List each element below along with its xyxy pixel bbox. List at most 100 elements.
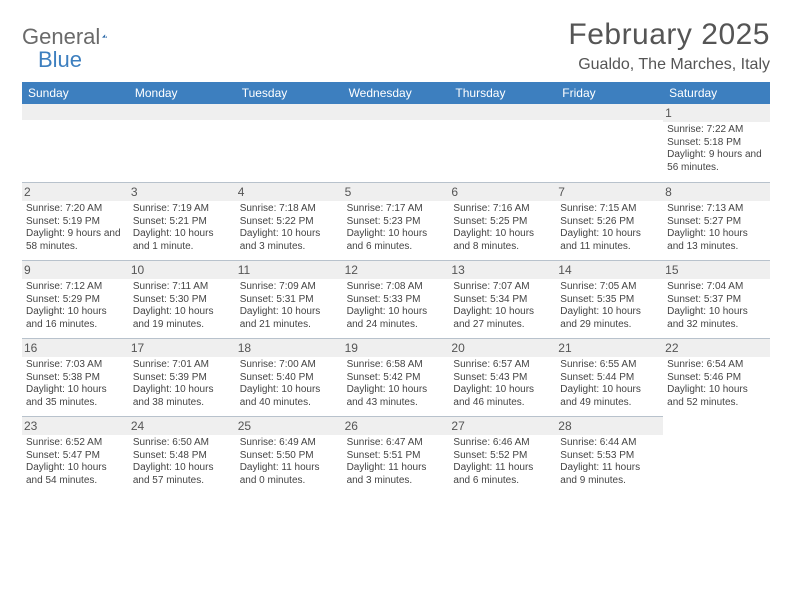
day-info: Sunrise: 7:19 AMSunset: 5:21 PMDaylight:…	[133, 203, 230, 253]
daylight: Daylight: 10 hours and 21 minutes.	[240, 306, 337, 331]
calendar-cell: 12Sunrise: 7:08 AMSunset: 5:33 PMDayligh…	[343, 260, 450, 338]
calendar-cell: 1Sunrise: 7:22 AMSunset: 5:18 PMDaylight…	[663, 104, 770, 182]
calendar-cell: 5Sunrise: 7:17 AMSunset: 5:23 PMDaylight…	[343, 182, 450, 260]
day-number: 10	[129, 261, 236, 279]
logo-text-2: Blue	[38, 47, 82, 73]
daylight: Daylight: 9 hours and 56 minutes.	[667, 149, 764, 174]
calendar-cell: 21Sunrise: 6:55 AMSunset: 5:44 PMDayligh…	[556, 338, 663, 416]
sunrise: Sunrise: 6:54 AM	[667, 359, 764, 372]
sunrise: Sunrise: 7:18 AM	[240, 203, 337, 216]
sunrise: Sunrise: 6:57 AM	[453, 359, 550, 372]
weekday-sunday: Sunday	[22, 82, 129, 104]
calendar-cell: 28Sunrise: 6:44 AMSunset: 5:53 PMDayligh…	[556, 416, 663, 494]
daylight: Daylight: 10 hours and 57 minutes.	[133, 462, 230, 487]
sunrise: Sunrise: 6:47 AM	[347, 437, 444, 450]
sunrise: Sunrise: 7:19 AM	[133, 203, 230, 216]
day-number: 28	[556, 417, 663, 435]
sunset: Sunset: 5:42 PM	[347, 372, 444, 385]
daylight: Daylight: 10 hours and 11 minutes.	[560, 228, 657, 253]
sunrise: Sunrise: 7:15 AM	[560, 203, 657, 216]
day-info: Sunrise: 6:54 AMSunset: 5:46 PMDaylight:…	[667, 359, 764, 409]
daylight: Daylight: 10 hours and 8 minutes.	[453, 228, 550, 253]
calendar-cell: 10Sunrise: 7:11 AMSunset: 5:30 PMDayligh…	[129, 260, 236, 338]
day-number	[556, 104, 663, 120]
calendar-cell	[663, 416, 770, 494]
day-number	[343, 104, 450, 120]
calendar-cell: 18Sunrise: 7:00 AMSunset: 5:40 PMDayligh…	[236, 338, 343, 416]
daylight: Daylight: 10 hours and 35 minutes.	[26, 384, 123, 409]
calendar-cell	[343, 104, 450, 182]
sunset: Sunset: 5:40 PM	[240, 372, 337, 385]
calendar-cell	[449, 104, 556, 182]
daylight: Daylight: 10 hours and 52 minutes.	[667, 384, 764, 409]
calendar-body: 1Sunrise: 7:22 AMSunset: 5:18 PMDaylight…	[22, 104, 770, 494]
sunrise: Sunrise: 7:22 AM	[667, 124, 764, 137]
sunrise: Sunrise: 7:11 AM	[133, 281, 230, 294]
calendar-cell: 24Sunrise: 6:50 AMSunset: 5:48 PMDayligh…	[129, 416, 236, 494]
day-number: 27	[449, 417, 556, 435]
daylight: Daylight: 10 hours and 24 minutes.	[347, 306, 444, 331]
daylight: Daylight: 10 hours and 16 minutes.	[26, 306, 123, 331]
sunrise: Sunrise: 6:49 AM	[240, 437, 337, 450]
day-info: Sunrise: 6:50 AMSunset: 5:48 PMDaylight:…	[133, 437, 230, 487]
day-info: Sunrise: 7:13 AMSunset: 5:27 PMDaylight:…	[667, 203, 764, 253]
day-info: Sunrise: 7:01 AMSunset: 5:39 PMDaylight:…	[133, 359, 230, 409]
sunset: Sunset: 5:35 PM	[560, 294, 657, 307]
sunset: Sunset: 5:48 PM	[133, 450, 230, 463]
sunrise: Sunrise: 7:00 AM	[240, 359, 337, 372]
sunrise: Sunrise: 7:17 AM	[347, 203, 444, 216]
day-info: Sunrise: 7:05 AMSunset: 5:35 PMDaylight:…	[560, 281, 657, 331]
calendar-cell: 7Sunrise: 7:15 AMSunset: 5:26 PMDaylight…	[556, 182, 663, 260]
calendar-cell: 11Sunrise: 7:09 AMSunset: 5:31 PMDayligh…	[236, 260, 343, 338]
sunrise: Sunrise: 7:09 AM	[240, 281, 337, 294]
sunset: Sunset: 5:50 PM	[240, 450, 337, 463]
sunrise: Sunrise: 7:07 AM	[453, 281, 550, 294]
sunset: Sunset: 5:29 PM	[26, 294, 123, 307]
calendar-cell: 20Sunrise: 6:57 AMSunset: 5:43 PMDayligh…	[449, 338, 556, 416]
weekday-monday: Monday	[129, 82, 236, 104]
day-number: 26	[343, 417, 450, 435]
day-number: 11	[236, 261, 343, 279]
day-info: Sunrise: 7:12 AMSunset: 5:29 PMDaylight:…	[26, 281, 123, 331]
day-number: 18	[236, 339, 343, 357]
calendar-cell: 4 Sunrise: 7:18 AMSunset: 5:22 PMDaylight…	[236, 182, 343, 260]
calendar-cell: 3Sunrise: 7:19 AMSunset: 5:21 PMDaylight…	[129, 182, 236, 260]
day-info: Sunrise: 7:18 AMSunset: 5:22 PMDaylight:…	[240, 203, 337, 253]
title-block: February 2025 Gualdo, The Marches, Italy	[568, 18, 770, 74]
day-number: 4	[236, 183, 343, 201]
logo-triangle-icon	[102, 28, 107, 44]
sunrise: Sunrise: 7:03 AM	[26, 359, 123, 372]
calendar-cell: 14Sunrise: 7:05 AMSunset: 5:35 PMDayligh…	[556, 260, 663, 338]
daylight: Daylight: 10 hours and 46 minutes.	[453, 384, 550, 409]
logo: General	[22, 18, 128, 50]
day-number: 17	[129, 339, 236, 357]
daylight: Daylight: 10 hours and 43 minutes.	[347, 384, 444, 409]
calendar-cell: 8Sunrise: 7:13 AMSunset: 5:27 PMDaylight…	[663, 182, 770, 260]
day-number: 1	[663, 104, 770, 122]
day-info: Sunrise: 6:49 AMSunset: 5:50 PMDaylight:…	[240, 437, 337, 487]
day-number: 7	[556, 183, 663, 201]
weekday-tuesday: Tuesday	[236, 82, 343, 104]
calendar-cell	[22, 104, 129, 182]
day-number: 15	[663, 261, 770, 279]
calendar-cell: 25 Sunrise: 6:49 AMSunset: 5:50 PMDayligh…	[236, 416, 343, 494]
weekday-thursday: Thursday	[449, 82, 556, 104]
sunset: Sunset: 5:27 PM	[667, 216, 764, 229]
day-info: Sunrise: 7:16 AMSunset: 5:25 PMDaylight:…	[453, 203, 550, 253]
day-number: 13	[449, 261, 556, 279]
day-number: 2	[22, 183, 129, 201]
calendar-cell: 19Sunrise: 6:58 AMSunset: 5:42 PMDayligh…	[343, 338, 450, 416]
weekday-wednesday: Wednesday	[343, 82, 450, 104]
calendar-cell: 27Sunrise: 6:46 AMSunset: 5:52 PMDayligh…	[449, 416, 556, 494]
day-info: Sunrise: 6:47 AMSunset: 5:51 PMDaylight:…	[347, 437, 444, 487]
day-number: 25	[236, 417, 343, 435]
month-title: February 2025	[568, 18, 770, 52]
sunset: Sunset: 5:46 PM	[667, 372, 764, 385]
day-number: 9	[22, 261, 129, 279]
calendar-cell: 22Sunrise: 6:54 AMSunset: 5:46 PMDayligh…	[663, 338, 770, 416]
sunrise: Sunrise: 7:20 AM	[26, 203, 123, 216]
daylight: Daylight: 10 hours and 13 minutes.	[667, 228, 764, 253]
day-info: Sunrise: 6:57 AMSunset: 5:43 PMDaylight:…	[453, 359, 550, 409]
daylight: Daylight: 10 hours and 6 minutes.	[347, 228, 444, 253]
sunrise: Sunrise: 7:13 AM	[667, 203, 764, 216]
